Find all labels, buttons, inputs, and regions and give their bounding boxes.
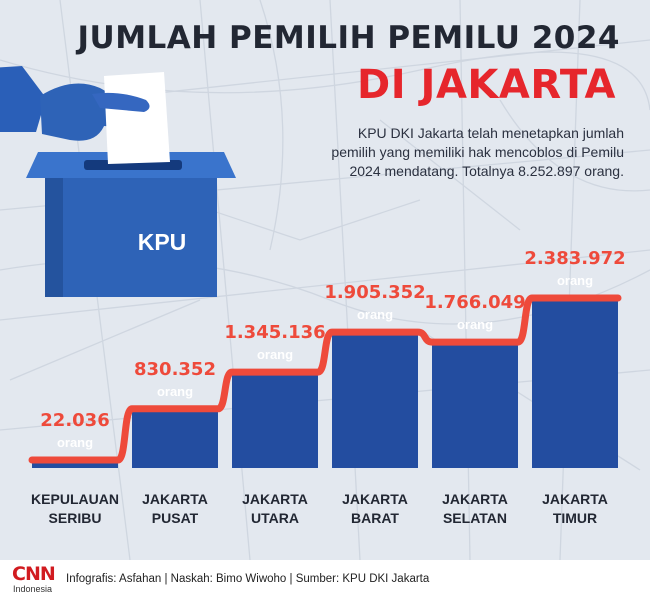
unit-label-5: orang [557, 273, 593, 288]
cnn-logo: CNN Indonesia [12, 563, 62, 596]
title-line-2: DI JAKARTA [357, 62, 616, 108]
trend-line [28, 294, 622, 464]
logo-text: CNN [12, 563, 56, 585]
category-label-4-1: SELATAN [443, 510, 507, 526]
bar-3 [332, 332, 418, 468]
category-label-4-0: JAKARTA [442, 491, 508, 507]
category-label-1-0: JAKARTA [142, 491, 208, 507]
unit-label-3: orang [357, 307, 393, 322]
unit-label-4: orang [457, 317, 493, 332]
data-label-4: 1.766.049 [424, 292, 525, 313]
bar-5 [532, 298, 618, 468]
footer: CNN Indonesia Infografis: Asfahan | Nask… [0, 560, 650, 601]
category-label-2-0: JAKARTA [242, 491, 308, 507]
ballot-paper [104, 72, 170, 164]
category-label-0-0: KEPULAUAN [31, 491, 119, 507]
title-line-1: JUMLAH PEMILIH PEMILU 2024 [77, 20, 620, 56]
category-label-1-1: PUSAT [152, 510, 199, 526]
category-label-5-1: TIMUR [553, 510, 597, 526]
data-label-2: 1.345.136 [224, 322, 325, 343]
category-label-3-1: BARAT [351, 510, 399, 526]
box-body [45, 175, 217, 297]
bar-chart: 22.036 orang KEPULAUAN SERIBU 830.352 orang JA… [28, 248, 626, 526]
data-label-1: 830.352 [134, 359, 216, 380]
box-side-shade [45, 175, 63, 297]
logo-subtext: Indonesia [13, 584, 53, 594]
box-label: KPU [138, 229, 187, 255]
sleeve-shape [0, 66, 46, 132]
bar-2 [232, 372, 318, 468]
unit-label-0: orang [57, 435, 93, 450]
description-text: KPU DKI Jakarta telah menetapkan jumlah … [331, 125, 624, 179]
data-label-0: 22.036 [40, 410, 109, 431]
category-label-5-0: JAKARTA [542, 491, 608, 507]
credits-text: Infografis: Asfahan | Naskah: Bimo Wiwoh… [66, 573, 430, 585]
unit-label-1: orang [157, 384, 193, 399]
category-label-2-1: UTARA [251, 510, 299, 526]
category-label-0-1: SERIBU [49, 510, 102, 526]
data-label-5: 2.383.972 [524, 248, 625, 269]
unit-label-2: orang [257, 347, 293, 362]
bar-1 [132, 408, 218, 468]
ballot-box-illustration: KPU [0, 66, 236, 297]
data-label-3: 1.905.352 [324, 282, 425, 303]
bar-0 [32, 460, 118, 468]
thumb-shape [92, 92, 150, 112]
category-label-3-0: JAKARTA [342, 491, 408, 507]
bar-4 [432, 342, 518, 468]
